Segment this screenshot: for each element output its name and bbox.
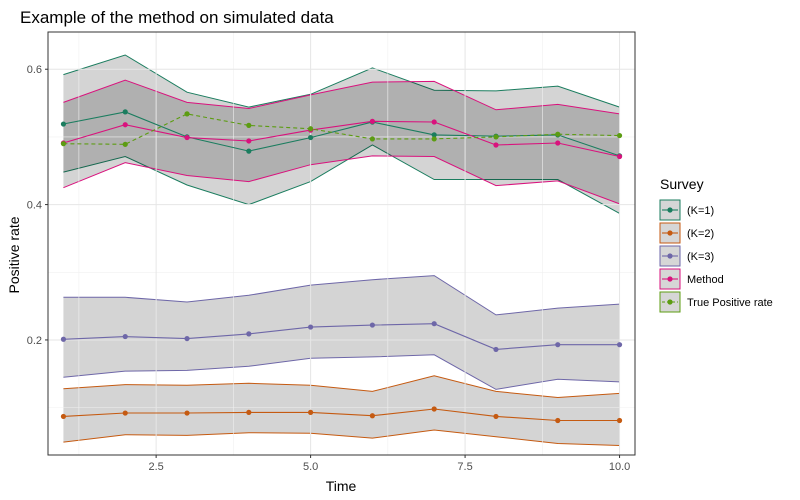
data-point xyxy=(431,119,437,125)
y-tick-label: 0.2 xyxy=(27,335,42,347)
data-point xyxy=(60,141,67,147)
x-tick-label: 2.5 xyxy=(148,461,163,473)
data-point xyxy=(308,126,314,132)
y-axis-label: Positive rate xyxy=(6,216,22,293)
data-point xyxy=(616,153,623,160)
x-axis-label: Time xyxy=(326,478,357,494)
x-tick-label: 7.5 xyxy=(457,461,472,473)
data-point xyxy=(184,134,190,141)
data-point xyxy=(493,134,499,140)
data-point xyxy=(555,417,561,424)
band-fill-3 xyxy=(63,80,620,204)
axis-ticks: 0.2 0.4 0.6 2.5 5.0 7.5 10.0 xyxy=(27,64,631,473)
legend-label-4: True Positive rate xyxy=(687,297,773,309)
data-point xyxy=(493,142,499,148)
data-point xyxy=(616,132,623,139)
data-point xyxy=(184,410,190,416)
data-point xyxy=(308,324,314,330)
data-point xyxy=(431,132,437,138)
y-tick-label: 0.6 xyxy=(27,64,42,76)
data-point xyxy=(431,136,437,142)
legend-key-point xyxy=(667,253,673,259)
data-point xyxy=(122,141,128,147)
band-fill-1 xyxy=(63,375,620,446)
data-point xyxy=(308,409,314,415)
data-point xyxy=(60,336,67,342)
data-point xyxy=(616,417,623,424)
band-fill-0 xyxy=(63,55,620,214)
band-fill-2 xyxy=(63,275,620,390)
y-tick-label: 0.4 xyxy=(27,200,42,212)
legend-label-0: (K=1) xyxy=(687,205,714,217)
data-point xyxy=(122,109,128,115)
data-point xyxy=(555,140,561,146)
data-point xyxy=(246,148,252,154)
legend-title: Survey xyxy=(660,176,704,192)
legend-key-point xyxy=(667,207,673,213)
data-point xyxy=(369,322,375,328)
data-point xyxy=(493,346,499,353)
panel-border xyxy=(47,31,636,456)
data-point xyxy=(555,131,561,137)
series-line-2 xyxy=(63,323,620,350)
plot-frame xyxy=(47,31,636,456)
confidence-bands xyxy=(63,54,620,446)
series-lines xyxy=(63,111,620,422)
x-tick-label: 5.0 xyxy=(303,461,318,473)
data-point xyxy=(555,342,561,348)
data-point xyxy=(122,410,128,416)
grid xyxy=(48,32,635,455)
data-point xyxy=(60,413,67,420)
data-point xyxy=(184,335,190,342)
legend: Survey (K=1) (K=2) (K=3) Method True Positiv… xyxy=(659,176,773,313)
legend-label-2: (K=3) xyxy=(687,251,714,263)
data-point xyxy=(184,111,190,117)
x-tick-label: 10.0 xyxy=(609,461,630,473)
series-line-4 xyxy=(63,113,620,145)
chart-title: Example of the method on simulated data xyxy=(20,8,334,27)
data-point xyxy=(246,331,252,337)
data-point xyxy=(246,122,252,128)
legend-key-point xyxy=(667,299,673,305)
legend-label-1: (K=2) xyxy=(687,228,714,240)
data-point xyxy=(369,118,375,124)
data-point xyxy=(122,122,128,128)
data-point xyxy=(369,136,375,142)
data-point xyxy=(431,321,437,327)
data-point xyxy=(369,413,375,419)
data-point xyxy=(246,138,252,144)
data-point xyxy=(616,342,623,348)
data-point xyxy=(308,134,314,141)
data-point xyxy=(431,406,437,412)
series-line-1 xyxy=(63,408,620,422)
legend-key-point xyxy=(667,276,673,282)
data-point xyxy=(246,409,252,415)
data-point xyxy=(493,413,499,420)
series-line-3 xyxy=(63,120,620,158)
series-points xyxy=(60,109,623,424)
data-point xyxy=(60,121,67,127)
legend-label-3: Method xyxy=(687,274,724,286)
legend-key-point xyxy=(667,230,673,236)
data-point xyxy=(122,333,128,340)
